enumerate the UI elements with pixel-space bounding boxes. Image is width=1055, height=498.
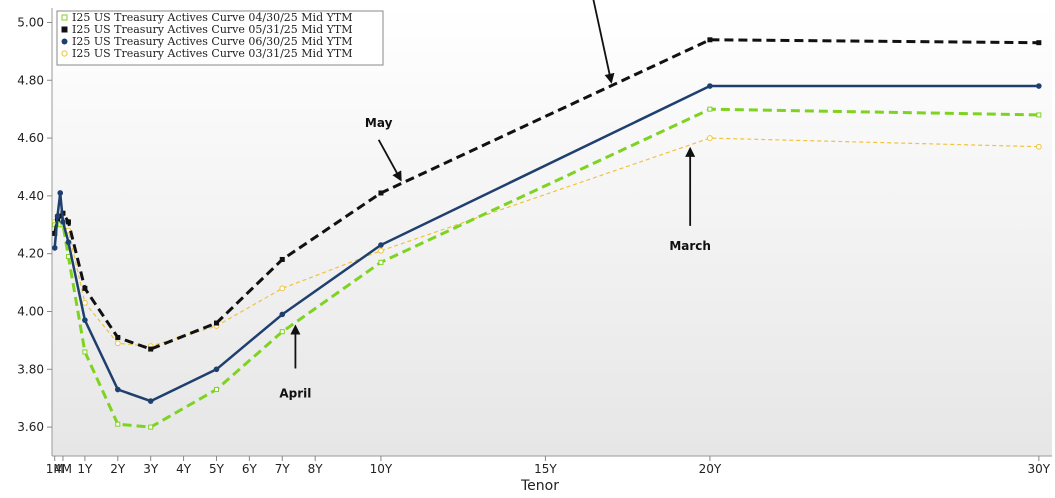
legend-marker [61, 50, 68, 57]
legend-item: I25 US Treasury Actives Curve 03/31/25 M… [61, 47, 352, 60]
data-point [378, 259, 384, 265]
legend-item: I25 US Treasury Actives Curve 06/30/25 M… [61, 35, 352, 48]
data-point [706, 135, 713, 141]
plot-background [52, 8, 1052, 456]
y-tick-label: 4.20 [17, 247, 44, 261]
data-point [148, 424, 154, 430]
x-tick-label: 1M [46, 462, 64, 476]
legend-label: I25 US Treasury Actives Curve 03/31/25 M… [72, 47, 352, 60]
data-point [378, 247, 384, 254]
legend-marker [61, 26, 68, 33]
data-point [60, 219, 66, 225]
data-point [82, 285, 88, 291]
x-tick-label: 3Y [143, 462, 159, 476]
x-tick-label: 4M [54, 462, 72, 476]
legend-label: I25 US Treasury Actives Curve 05/31/25 M… [72, 23, 352, 36]
annotation-march: March [669, 146, 711, 253]
annotations-layer: June May March April [279, 0, 711, 400]
data-point [54, 213, 61, 219]
data-point [707, 106, 713, 112]
annotation-arrow [377, 139, 402, 182]
x-tick-label: 20Y [699, 462, 722, 476]
data-point [279, 329, 285, 335]
data-point [279, 256, 285, 262]
y-tick-label: 3.60 [17, 420, 44, 434]
data-point [65, 254, 71, 260]
x-tick-label: 7Y [275, 462, 291, 476]
data-point [82, 349, 88, 355]
x-tick-label: 10Y [370, 462, 393, 476]
data-point [1036, 83, 1042, 89]
data-point [707, 37, 713, 43]
legend-item: I25 US Treasury Actives Curve 05/31/25 M… [61, 23, 352, 36]
y-tick-label: 4.80 [17, 73, 44, 87]
data-point [148, 346, 154, 352]
y-tick-label: 4.00 [17, 304, 44, 318]
data-point [1036, 40, 1042, 46]
y-axis-ticks: 3.60 3.80 4.00 4.20 4.40 4.60 4.80 5.00 [17, 15, 52, 434]
data-point [213, 320, 219, 326]
annotation-april: April [279, 324, 311, 400]
data-point [51, 245, 58, 251]
annotation-label: March [669, 239, 711, 253]
x-tick-label: 30Y [1028, 462, 1051, 476]
annotation-label: April [279, 386, 311, 400]
data-point [82, 317, 88, 323]
data-point [378, 190, 384, 196]
legend-marker [61, 38, 68, 45]
data-point [707, 83, 713, 89]
data-point [114, 386, 121, 393]
x-tick-label: 1Y [77, 462, 93, 476]
y-tick-label: 5.00 [17, 15, 44, 29]
series-layer [51, 37, 1042, 430]
series-3 [51, 83, 1042, 404]
annotation-june: June [592, 0, 615, 84]
data-point [65, 219, 71, 225]
legend-label: I25 US Treasury Actives Curve 06/30/25 M… [72, 35, 352, 48]
y-tick-label: 4.40 [17, 189, 44, 203]
data-point [378, 242, 384, 248]
data-point [279, 311, 286, 318]
data-point [114, 340, 121, 347]
legend-item: I25 US Treasury Actives Curve 04/30/25 M… [61, 11, 352, 24]
legend: I25 US Treasury Actives Curve 04/30/25 M… [56, 10, 384, 66]
annotation-arrow [592, 0, 615, 84]
y-tick-label: 4.60 [17, 131, 44, 145]
x-tick-label: 4Y [176, 462, 192, 476]
legend-label: I25 US Treasury Actives Curve 04/30/25 M… [72, 11, 352, 24]
y-tick-label: 3.80 [17, 362, 44, 376]
x-tick-label: 5Y [209, 462, 225, 476]
data-point [1035, 143, 1042, 150]
data-point [213, 387, 219, 393]
data-point [81, 299, 88, 306]
legend-box [56, 10, 384, 66]
data-point [57, 190, 64, 196]
x-tick-label: 8Y [308, 462, 324, 476]
x-axis-title: Tenor [520, 478, 559, 494]
data-point [213, 366, 220, 373]
x-tick-label: 2Y [110, 462, 126, 476]
x-tick-label: 6Y [242, 462, 258, 476]
data-point [1036, 112, 1042, 118]
data-point [147, 398, 154, 404]
data-point [115, 334, 121, 340]
x-tick-label: 15Y [534, 462, 557, 476]
data-point [65, 239, 72, 245]
annotation-label: May [365, 116, 393, 130]
data-point [115, 421, 121, 427]
data-point [279, 285, 286, 292]
annotation-may: May [365, 116, 402, 182]
legend-marker [61, 14, 68, 21]
